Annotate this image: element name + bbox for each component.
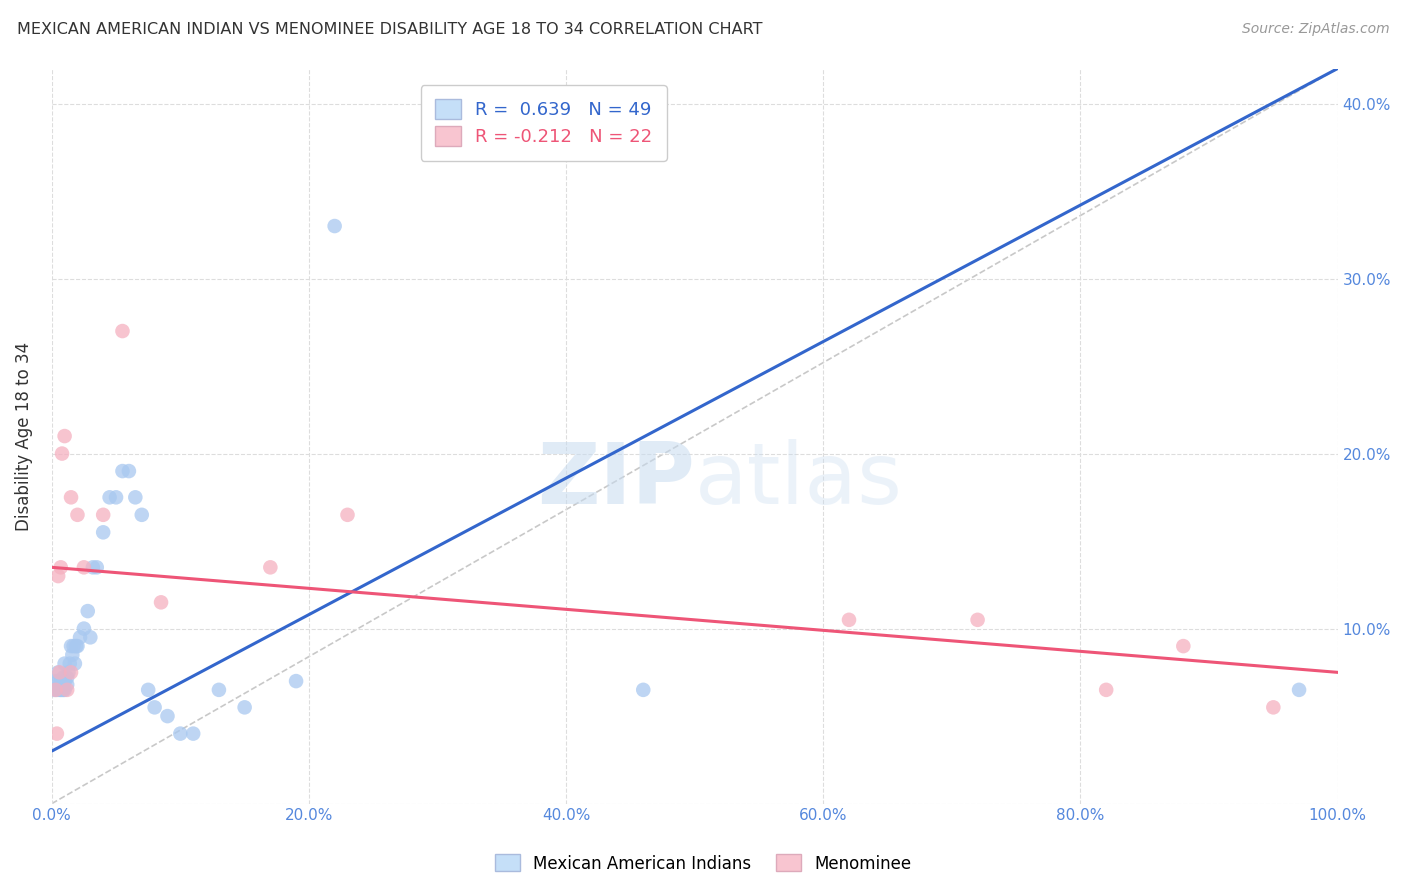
Point <box>323 219 346 233</box>
Point <box>76 604 98 618</box>
Point <box>44 682 66 697</box>
Point <box>181 726 204 740</box>
Point <box>49 682 72 697</box>
Point <box>52 671 75 685</box>
Point <box>69 631 91 645</box>
Point <box>63 657 86 671</box>
Point <box>60 639 83 653</box>
Point <box>46 674 69 689</box>
Point <box>53 674 76 689</box>
Point <box>52 682 75 697</box>
Point <box>143 700 166 714</box>
Point <box>86 560 108 574</box>
Text: atlas: atlas <box>695 439 903 522</box>
Point <box>73 560 96 574</box>
Point <box>60 665 83 680</box>
Point <box>838 613 860 627</box>
Point <box>51 682 73 697</box>
Point <box>156 709 179 723</box>
Point <box>82 560 104 574</box>
Point <box>208 682 231 697</box>
Point <box>46 665 69 680</box>
Point <box>56 682 79 697</box>
Point <box>1288 682 1310 697</box>
Point <box>62 639 84 653</box>
Point <box>1263 700 1285 714</box>
Point <box>45 726 67 740</box>
Point <box>73 622 96 636</box>
Point <box>53 682 76 697</box>
Point <box>98 491 121 505</box>
Point <box>53 429 76 443</box>
Point <box>91 508 114 522</box>
Point <box>48 665 70 680</box>
Point <box>60 648 83 662</box>
Point <box>131 508 153 522</box>
Point <box>136 682 159 697</box>
Point <box>59 657 82 671</box>
Point <box>169 726 191 740</box>
Point <box>118 464 141 478</box>
Text: ZIP: ZIP <box>537 439 695 522</box>
Legend: Mexican American Indians, Menominee: Mexican American Indians, Menominee <box>488 847 918 880</box>
Point <box>56 677 79 691</box>
Point <box>45 682 67 697</box>
Point <box>966 613 988 627</box>
Point <box>46 569 69 583</box>
Point <box>56 671 79 685</box>
Point <box>336 508 359 522</box>
Point <box>91 525 114 540</box>
Point <box>49 674 72 689</box>
Point <box>48 682 70 697</box>
Point <box>124 491 146 505</box>
Point <box>150 595 173 609</box>
Point <box>1173 639 1195 653</box>
Point <box>49 560 72 574</box>
Legend: R =  0.639   N = 49, R = -0.212   N = 22: R = 0.639 N = 49, R = -0.212 N = 22 <box>420 85 666 161</box>
Point <box>285 674 308 689</box>
Point <box>111 464 134 478</box>
Point <box>233 700 256 714</box>
Y-axis label: Disability Age 18 to 34: Disability Age 18 to 34 <box>15 342 32 531</box>
Text: MEXICAN AMERICAN INDIAN VS MENOMINEE DISABILITY AGE 18 TO 34 CORRELATION CHART: MEXICAN AMERICAN INDIAN VS MENOMINEE DIS… <box>17 22 762 37</box>
Point <box>79 631 101 645</box>
Text: Source: ZipAtlas.com: Source: ZipAtlas.com <box>1241 22 1389 37</box>
Point <box>60 491 83 505</box>
Point <box>105 491 128 505</box>
Point <box>259 560 281 574</box>
Point <box>51 674 73 689</box>
Point <box>65 639 87 653</box>
Point <box>66 639 89 653</box>
Point <box>45 674 67 689</box>
Point <box>45 682 67 697</box>
Point <box>633 682 655 697</box>
Point <box>53 657 76 671</box>
Point <box>58 665 80 680</box>
Point <box>51 446 73 460</box>
Point <box>66 508 89 522</box>
Point <box>1095 682 1118 697</box>
Point <box>111 324 134 338</box>
